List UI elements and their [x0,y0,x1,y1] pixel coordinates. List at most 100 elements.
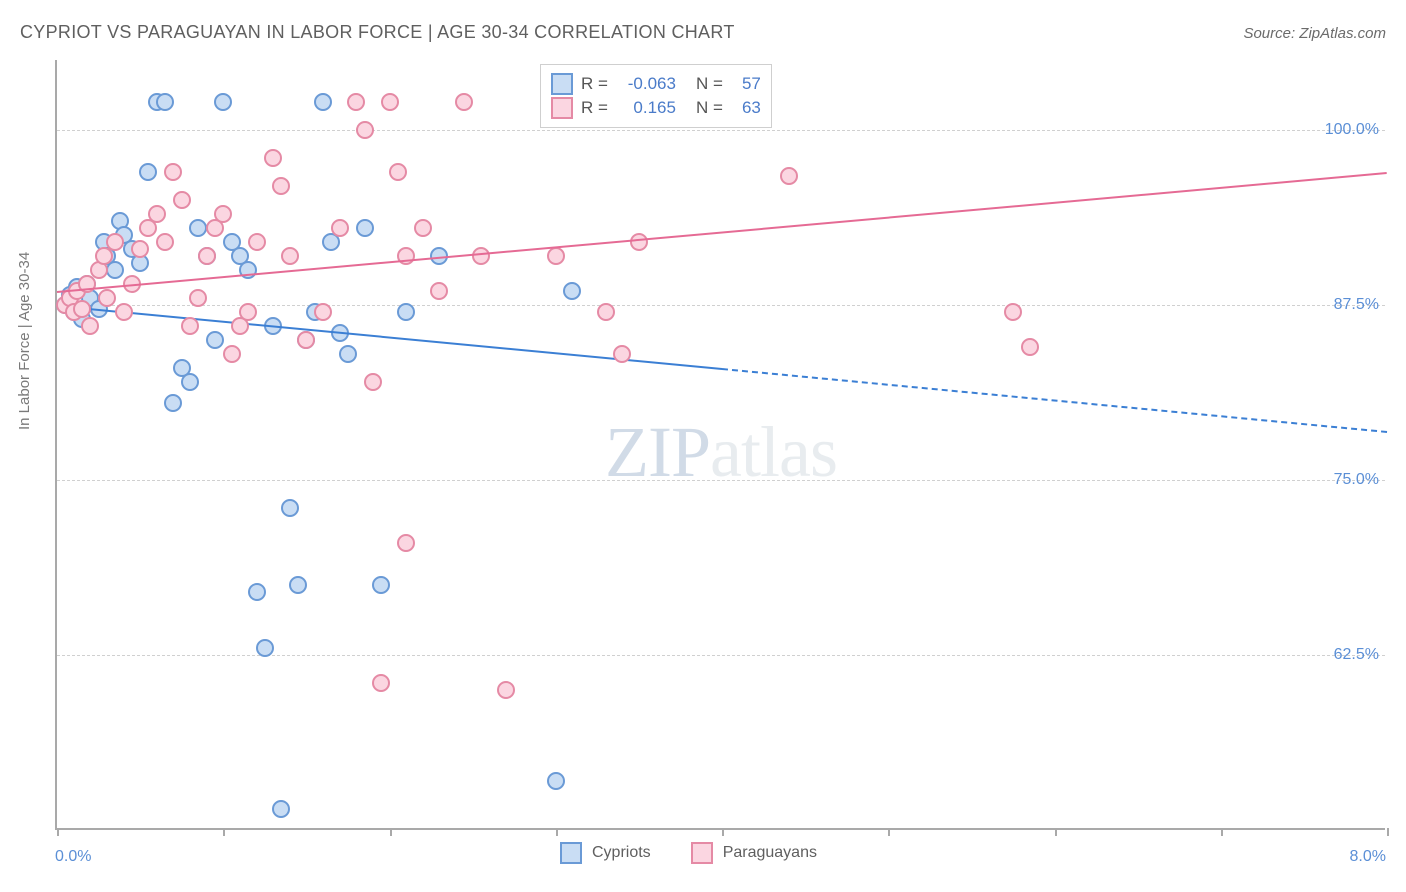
scatter-point [281,247,299,265]
chart-title: CYPRIOT VS PARAGUAYAN IN LABOR FORCE | A… [20,22,735,43]
scatter-point [372,674,390,692]
scatter-point [289,576,307,594]
legend-swatch [551,73,573,95]
scatter-point [613,345,631,363]
legend-series: Cypriots Paraguayans [560,842,817,864]
legend-item: Cypriots [560,842,651,864]
y-axis-label: In Labor Force | Age 30-34 [16,252,33,430]
scatter-point [264,149,282,167]
scatter-point [331,219,349,237]
legend-r-value: -0.063 [616,74,676,94]
scatter-point [314,303,332,321]
x-tick [556,828,558,836]
scatter-point [189,219,207,237]
scatter-point [780,167,798,185]
legend-n-value: 63 [731,98,761,118]
legend-item: Paraguayans [691,842,817,864]
scatter-point [272,800,290,818]
legend-stat-row: R =-0.063N =57 [551,73,761,95]
scatter-point [597,303,615,321]
x-tick [888,828,890,836]
x-axis-left-label: 0.0% [55,848,91,866]
legend-r-value: 0.165 [616,98,676,118]
legend-swatch [551,97,573,119]
scatter-point [156,93,174,111]
scatter-point [347,93,365,111]
y-tick-label: 100.0% [1325,121,1379,139]
scatter-point [339,345,357,363]
scatter-point [297,331,315,349]
scatter-point [414,219,432,237]
gridline [57,305,1385,306]
plot-area: ZIPatlas 62.5% 75.0% 87.5% 100.0% [55,60,1385,830]
scatter-point [189,289,207,307]
x-tick [223,828,225,836]
y-tick-label: 87.5% [1334,296,1379,314]
scatter-point [497,681,515,699]
scatter-point [131,240,149,258]
y-tick-label: 75.0% [1334,471,1379,489]
scatter-point [1021,338,1039,356]
trend-line [722,368,1387,433]
scatter-point [547,772,565,790]
scatter-point [164,394,182,412]
legend-r-label: R = [581,98,608,118]
scatter-point [148,205,166,223]
scatter-point [397,303,415,321]
legend-r-label: R = [581,74,608,94]
scatter-point [272,177,290,195]
scatter-point [106,233,124,251]
scatter-point [181,373,199,391]
gridline [57,480,1385,481]
chart-container: CYPRIOT VS PARAGUAYAN IN LABOR FORCE | A… [0,0,1406,892]
scatter-point [173,191,191,209]
legend-stats: R = -0.063 N = 57 R = 0.165 N = 63 [540,64,772,128]
scatter-point [547,247,565,265]
scatter-point [364,373,382,391]
scatter-point [139,163,157,181]
legend-label: Paraguayans [723,844,817,862]
scatter-point [181,317,199,335]
legend-n-value: 57 [731,74,761,94]
scatter-point [164,163,182,181]
scatter-point [455,93,473,111]
watermark: ZIPatlas [605,411,837,494]
x-tick [1055,828,1057,836]
gridline [57,130,1385,131]
scatter-point [281,499,299,517]
scatter-point [98,289,116,307]
x-tick [1221,828,1223,836]
scatter-point [223,345,241,363]
x-tick [57,828,59,836]
scatter-point [563,282,581,300]
scatter-point [372,576,390,594]
scatter-point [106,261,124,279]
scatter-point [1004,303,1022,321]
scatter-point [81,317,99,335]
gridline [57,655,1385,656]
scatter-point [472,247,490,265]
scatter-point [206,331,224,349]
scatter-point [356,121,374,139]
scatter-point [73,300,91,318]
legend-stat-row: R = 0.165 N = 63 [551,97,761,119]
scatter-point [248,233,266,251]
scatter-point [239,303,257,321]
legend-label: Cypriots [592,844,651,862]
scatter-point [198,247,216,265]
legend-n-label: N = [696,98,723,118]
scatter-point [214,93,232,111]
scatter-point [214,205,232,223]
scatter-point [115,303,133,321]
x-axis-right-label: 8.0% [1350,848,1386,866]
x-tick [1387,828,1389,836]
y-tick-label: 62.5% [1334,646,1379,664]
scatter-point [397,534,415,552]
scatter-point [389,163,407,181]
scatter-point [356,219,374,237]
scatter-point [430,282,448,300]
scatter-point [256,639,274,657]
scatter-point [248,583,266,601]
scatter-point [156,233,174,251]
x-tick [390,828,392,836]
